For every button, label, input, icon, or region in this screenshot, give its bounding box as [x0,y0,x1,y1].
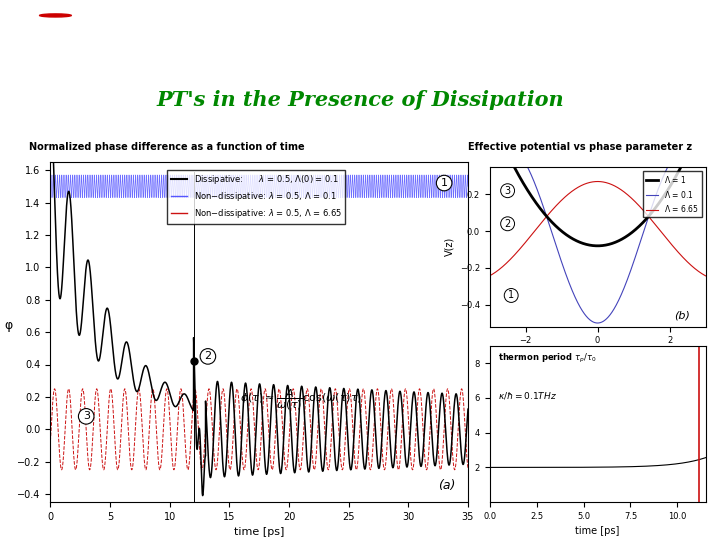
Text: Effective potential vs phase parameter z: Effective potential vs phase parameter z [468,141,692,152]
Circle shape [24,43,55,46]
Circle shape [24,14,55,17]
Circle shape [48,29,79,32]
Circle shape [16,58,48,61]
Y-axis label: φ: φ [5,319,13,332]
X-axis label: time [ps]: time [ps] [575,526,620,536]
Circle shape [8,14,40,17]
Text: $\kappa/\hbar = 0.1THz$: $\kappa/\hbar = 0.1THz$ [498,389,557,401]
Legend: $\Lambda$ = 1, $\Lambda$ = 0.1, $\Lambda$ = 6.65: $\Lambda$ = 1, $\Lambda$ = 0.1, $\Lambda… [643,171,702,218]
Text: 2: 2 [204,352,212,361]
X-axis label: z: z [595,351,600,361]
Text: (a): (a) [438,479,456,492]
X-axis label: time [ps]: time [ps] [234,528,284,537]
Circle shape [16,29,48,32]
Circle shape [0,29,32,32]
Text: 3: 3 [505,186,510,195]
Y-axis label: V(z): V(z) [444,237,454,256]
Text: Normalized phase difference as a function of time: Normalized phase difference as a functio… [29,141,305,152]
Circle shape [0,43,24,46]
Text: 1: 1 [441,178,448,188]
Text: 3: 3 [83,411,90,421]
Text: PT's in the Presence of Dissipation: PT's in the Presence of Dissipation [156,90,564,110]
Text: thermon period $\tau_p/\tau_0$: thermon period $\tau_p/\tau_0$ [498,352,597,365]
Circle shape [32,58,63,61]
Text: 1: 1 [508,291,514,300]
Circle shape [40,14,71,17]
Circle shape [48,58,79,61]
Circle shape [55,43,87,46]
Circle shape [8,43,40,46]
Circle shape [0,58,32,61]
Circle shape [32,29,63,32]
Text: (b): (b) [675,310,690,320]
Circle shape [40,14,71,17]
Text: ITMO UNIVERSITY: ITMO UNIVERSITY [83,28,222,42]
Legend: Dissipative:      $\lambda$ = 0.5, $\Lambda$(0) = 0.1, Non$-$dissipative: $\lamb: Dissipative: $\lambda$ = 0.5, $\Lambda$(… [167,170,346,224]
Circle shape [40,43,71,46]
Text: $\phi(\tau) \approx \dfrac{A}{\omega(\tau)}\cos(\omega(\tau)\tau)$: $\phi(\tau) \approx \dfrac{A}{\omega(\ta… [240,388,362,413]
Text: 2: 2 [505,219,510,229]
